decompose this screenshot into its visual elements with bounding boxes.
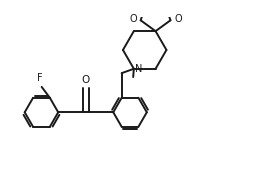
- Text: F: F: [37, 73, 42, 83]
- Text: O: O: [129, 13, 136, 23]
- Text: O: O: [81, 75, 89, 85]
- Text: N: N: [134, 64, 141, 74]
- Text: O: O: [173, 13, 181, 23]
